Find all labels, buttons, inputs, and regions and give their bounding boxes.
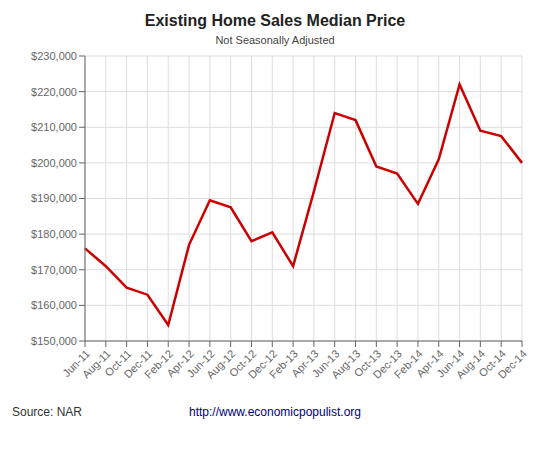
svg-text:Aug-13: Aug-13 bbox=[328, 347, 363, 381]
html-text:http://www.economicpopulist.or: http://www.economicpopulist.org bbox=[189, 405, 361, 419]
html-text:Not Seasonally Adjusted: Not Seasonally Adjusted bbox=[215, 34, 335, 46]
svg-text:Apr-14: Apr-14 bbox=[413, 347, 446, 380]
svg-text:Dec-14: Dec-14 bbox=[495, 347, 529, 381]
svg-text:$190,000: $190,000 bbox=[31, 192, 77, 204]
svg-text:$170,000: $170,000 bbox=[31, 264, 77, 276]
svg-text:Oct-11: Oct-11 bbox=[102, 347, 134, 379]
svg-text:Dec-11: Dec-11 bbox=[121, 347, 155, 381]
svg-text:$180,000: $180,000 bbox=[31, 228, 77, 240]
svg-text:Jun-14: Jun-14 bbox=[434, 347, 467, 380]
svg-text:Dec-13: Dec-13 bbox=[370, 347, 405, 381]
svg-text:Jun-13: Jun-13 bbox=[309, 347, 342, 380]
svg-text:Apr-12: Apr-12 bbox=[164, 347, 196, 380]
svg-text:$160,000: $160,000 bbox=[31, 299, 77, 311]
svg-text:Oct-13: Oct-13 bbox=[351, 347, 384, 380]
svg-text:Feb-14: Feb-14 bbox=[391, 347, 425, 381]
svg-text:Dec-12: Dec-12 bbox=[245, 347, 280, 381]
svg-text:Feb-13: Feb-13 bbox=[266, 347, 300, 381]
svg-text:Aug-11: Aug-11 bbox=[79, 347, 113, 381]
svg-text:Aug-14: Aug-14 bbox=[453, 347, 488, 381]
svg-text:Aug-12: Aug-12 bbox=[204, 347, 238, 381]
svg-text:Oct-14: Oct-14 bbox=[476, 347, 509, 380]
svg-text:Apr-13: Apr-13 bbox=[289, 347, 321, 380]
svg-text:Jun-12: Jun-12 bbox=[184, 347, 217, 380]
svg-text:$220,000: $220,000 bbox=[31, 86, 77, 98]
svg-text:Oct-12: Oct-12 bbox=[226, 347, 259, 380]
svg-text:$210,000: $210,000 bbox=[31, 121, 77, 133]
svg-text:$230,000: $230,000 bbox=[31, 50, 77, 62]
html-text:Source: NAR: Source: NAR bbox=[12, 405, 82, 419]
svg-text:Feb-12: Feb-12 bbox=[142, 347, 176, 381]
svg-text:Jun-11: Jun-11 bbox=[60, 347, 92, 380]
svg-text:$200,000: $200,000 bbox=[31, 157, 77, 169]
svg-text:$150,000: $150,000 bbox=[31, 335, 77, 347]
html-text:Existing Home Sales Median Pri: Existing Home Sales Median Price bbox=[144, 12, 406, 29]
